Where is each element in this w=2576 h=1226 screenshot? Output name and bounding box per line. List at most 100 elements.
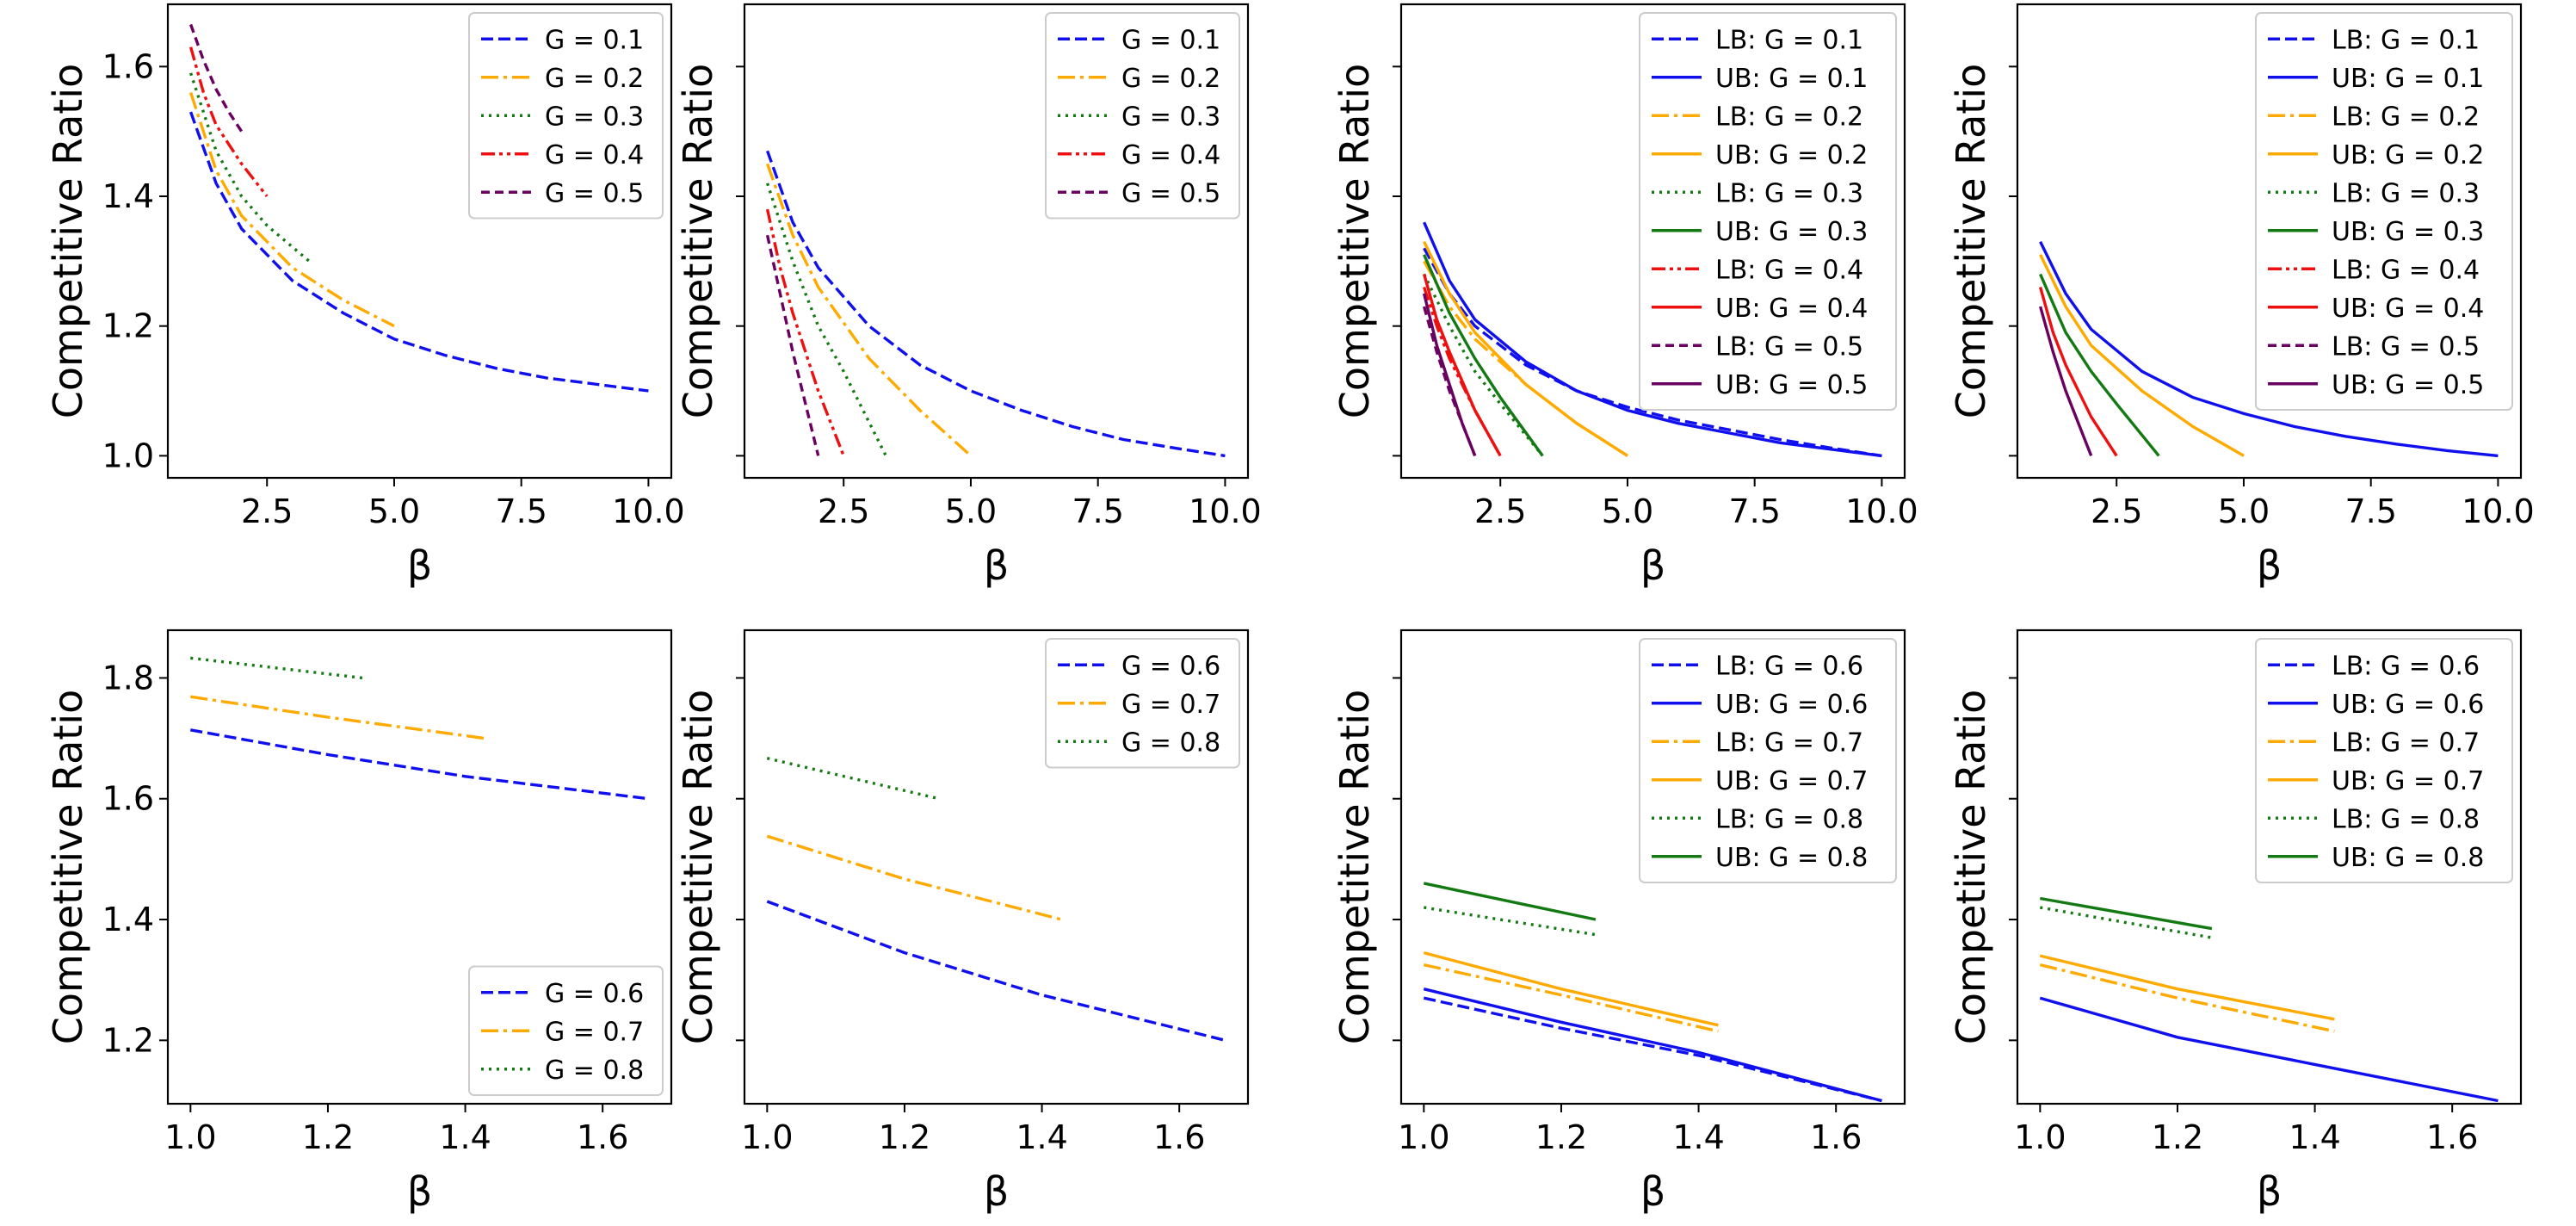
x-tick-label: 1.4 [2289, 1118, 2340, 1156]
x-tick-label: 1.6 [2426, 1118, 2478, 1156]
legend-label: UB: G = 0.2 [1715, 140, 1868, 170]
series-lb-g-0-4 [1422, 286, 1502, 457]
subplot-8: 1.0 1.2 1.4 1.6 β Competitive Ratio LB: G = 0.… [1948, 628, 2523, 1215]
series-ub-g-0-7 [2039, 954, 2335, 1021]
legend-label: UB: G = 0.6 [1715, 690, 1868, 720]
legend-label: LB: G = 0.7 [2332, 728, 2480, 758]
x-tick-label: 1.4 [439, 1118, 491, 1156]
y-axis-label: Competitive Ratio [45, 690, 91, 1044]
y-tick-label: 1.0 [102, 437, 154, 474]
legend-label: LB: G = 0.1 [2332, 25, 2480, 55]
series-lb-g-0-8 [1424, 906, 1597, 937]
x-tick-label: 1.2 [1535, 1118, 1587, 1156]
series-g-0-7 [190, 695, 485, 740]
legend-box [468, 12, 664, 220]
x-tick-label: 7.5 [2344, 492, 2396, 530]
x-tick-label: 5.0 [945, 492, 997, 530]
legend-box [1639, 638, 1897, 883]
x-tick-label: 10.0 [1845, 492, 1918, 530]
x-tick-label: 1.6 [1153, 1118, 1205, 1156]
legend-label: G = 0.5 [545, 178, 644, 208]
x-tick-label: 1.0 [2014, 1118, 2066, 1156]
legend-label: G = 0.7 [545, 1017, 644, 1047]
series-ub-g-0-2 [2039, 254, 2245, 457]
legend-label: UB: G = 0.8 [1715, 843, 1868, 873]
x-tick-label: 7.5 [1728, 492, 1780, 530]
x-tick-label: 1.2 [2152, 1118, 2203, 1156]
legend-label: G = 0.2 [1121, 64, 1220, 94]
legend-label: G = 0.6 [1121, 651, 1220, 681]
series-g-0-3 [765, 183, 887, 457]
series-lb-g-0-1 [1423, 247, 1882, 458]
legend-box [1045, 638, 1240, 769]
x-tick-label: 5.0 [368, 492, 420, 530]
y-axis-label: Competitive Ratio [1948, 690, 1994, 1044]
x-axis-label: β [984, 542, 1009, 589]
series-ub-g-0-1 [2039, 241, 2499, 458]
series-g-0-5 [188, 23, 244, 133]
x-axis-label: β [984, 1168, 1009, 1215]
legend-label: UB: G = 0.5 [2332, 370, 2484, 400]
subplot-7: 1.0 1.2 1.4 1.6 β Competitive Ratio LB: G = 0.… [1331, 628, 1906, 1215]
series-ub-g-0-1 [1423, 221, 1882, 458]
legend-label: G = 0.8 [545, 1056, 644, 1086]
legend-box [2255, 12, 2513, 411]
series-ub-g-0-2 [1423, 241, 1628, 457]
y-axis-label: Competitive Ratio [45, 64, 91, 418]
series-g-0-4 [188, 46, 269, 198]
x-tick-label: 2.5 [1474, 492, 1526, 530]
x-tick-label: 10.0 [612, 492, 685, 530]
subplot-5: 1.0 1.2 1.4 1.6 1.2 1.4 1.6 1.8 β Competitive Rat… [45, 628, 673, 1215]
x-tick-label: 5.0 [2218, 492, 2270, 530]
axes-frame [2016, 3, 2523, 480]
series-ub-g-0-8 [2040, 896, 2213, 931]
x-axis-label: β [2257, 1168, 2282, 1215]
legend-label: UB: G = 0.8 [2332, 843, 2484, 873]
x-tick-label: 7.5 [495, 492, 547, 530]
x-tick-label: 1.0 [1398, 1118, 1449, 1156]
series-g-0-7 [766, 834, 1062, 921]
legend: LB: G = 0.1 UB: G = 0.1 LB: G = 0.2 UB: G =… [2255, 12, 2513, 411]
legend-label: G = 0.7 [1121, 690, 1220, 720]
legend-label: G = 0.4 [1121, 140, 1220, 170]
legend-label: LB: G = 0.2 [2332, 102, 2480, 132]
series-g-0-5 [765, 234, 820, 456]
series-ub-g-0-7 [1423, 950, 1719, 1027]
legend: LB: G = 0.6 UB: G = 0.6 LB: G = 0.7 UB: G =… [2255, 638, 2513, 883]
series-g-0-3 [188, 72, 311, 263]
series-lb-g-0-5 [1422, 306, 1477, 457]
legend-label: G = 0.1 [1121, 25, 1220, 55]
legend-box [1045, 12, 1240, 220]
legend-label: G = 0.1 [545, 25, 644, 55]
y-axis-label: Competitive Ratio [1948, 64, 1994, 418]
series-g-0-2 [765, 163, 973, 457]
x-tick-label: 10.0 [2462, 492, 2535, 530]
x-tick-label: 1.2 [302, 1118, 354, 1156]
series-lb-g-0-8 [2040, 906, 2213, 939]
axes-frame [743, 628, 1250, 1105]
series-ub-g-0-4 [1422, 273, 1502, 457]
axes-frame [2016, 628, 2523, 1105]
x-axis-label: β [407, 542, 432, 589]
legend-label: UB: G = 0.1 [2332, 64, 2484, 94]
y-tick-label: 1.6 [102, 47, 154, 85]
y-tick-label: 1.4 [102, 177, 154, 215]
series-lb-g-0-7 [2039, 963, 2335, 1033]
legend-label: G = 0.8 [1121, 728, 1220, 758]
legend-label: LB: G = 0.8 [1715, 804, 1863, 834]
legend-label: G = 0.2 [545, 64, 644, 94]
x-tick-label: 1.4 [1016, 1118, 1067, 1156]
series-lb-g-0-3 [1423, 273, 1544, 457]
legend: G = 0.6 G = 0.7 G = 0.8 [468, 965, 664, 1096]
series-g-0-6 [766, 900, 1226, 1042]
subplot-4: 2.5 5.0 7.5 10.0 β Competitive Ratio LB: G = 0… [1948, 3, 2535, 589]
x-tick-label: 1.6 [577, 1118, 628, 1156]
series-g-0-6 [189, 728, 649, 801]
y-tick-label: 1.4 [102, 901, 154, 938]
legend-label: LB: G = 0.1 [1715, 25, 1863, 55]
series-ub-g-0-5 [1422, 293, 1477, 457]
subplot-3: 2.5 5.0 7.5 10.0 β Competitive Ratio LB: G = 0… [1331, 3, 1918, 589]
series-ub-g-0-6 [2039, 996, 2499, 1103]
legend-label: UB: G = 0.2 [2332, 140, 2484, 170]
